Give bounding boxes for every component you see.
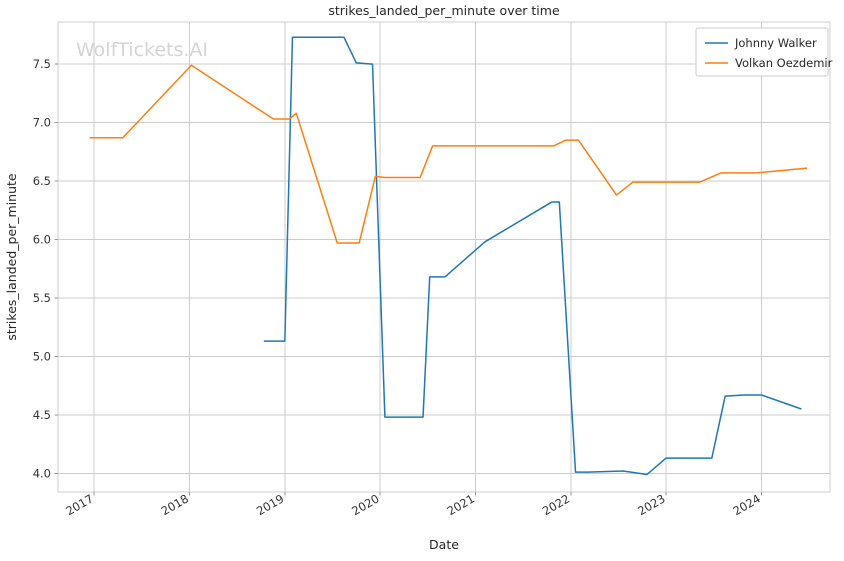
- legend-label[interactable]: Volkan Oezdemir: [735, 56, 833, 70]
- axis-ticks: [54, 63, 762, 496]
- y-tick-label: 4.5: [33, 408, 51, 422]
- legend-label[interactable]: Johnny Walker: [734, 36, 817, 50]
- series-line-johnny-walker: [263, 36, 802, 476]
- y-tick-label: 6.0: [33, 232, 51, 246]
- y-tick-label: 5.0: [33, 349, 51, 363]
- plot-area-border: [57, 21, 831, 493]
- legend-box: [695, 27, 829, 77]
- data-series-layer: [89, 36, 808, 476]
- y-tick-label: 4.0: [33, 466, 51, 480]
- series-line-volkan-oezdemir: [89, 64, 808, 244]
- y-tick-label: 5.5: [33, 291, 51, 305]
- y-axis-title: strikes_landed_per_minute: [4, 173, 19, 341]
- chart-title: strikes_landed_per_minute over time: [328, 3, 560, 18]
- chart-legend[interactable]: Johnny Walker Volkan Oezdemir: [695, 27, 833, 77]
- y-tick-label: 6.5: [33, 174, 51, 188]
- y-tick-label: 7.5: [33, 57, 51, 71]
- watermark-label: WolfTickets.AI: [76, 39, 208, 61]
- y-axis-tick-labels: 4.0 4.5 5.0 5.5 6.0 6.5 7.0 7.5: [33, 57, 51, 480]
- x-axis-title: Date: [429, 537, 459, 552]
- y-tick-label: 7.0: [33, 116, 51, 130]
